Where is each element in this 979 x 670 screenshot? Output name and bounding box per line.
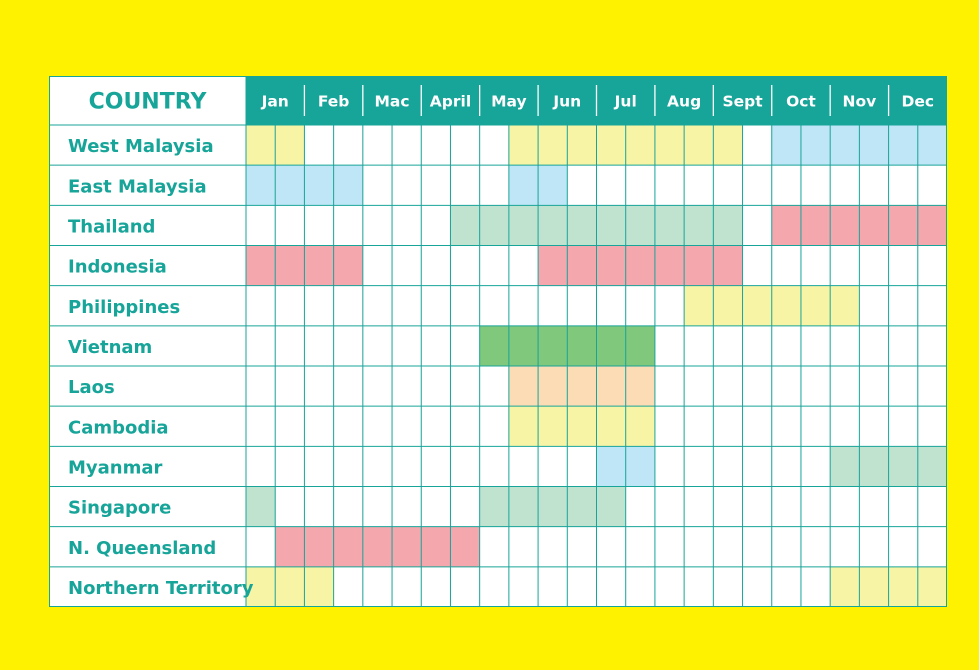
month-label-may: May xyxy=(491,93,527,111)
country-label-n-queensland: N. Queensland xyxy=(68,538,216,559)
chart-border xyxy=(49,76,947,607)
month-label-jan: Jan xyxy=(261,93,289,111)
month-label-oct: Oct xyxy=(786,93,816,111)
period-singapore-0 xyxy=(246,486,276,527)
season-calendar-chart: COUNTRY Jan Feb Mac April May Jun Jul Aug Sept Oct… xyxy=(49,76,947,607)
month-label-april: April xyxy=(430,93,471,111)
month-label-nov: Nov xyxy=(843,93,877,111)
country-label-singapore: Singapore xyxy=(68,498,171,519)
country-label-thailand: Thailand xyxy=(68,216,155,237)
period-n-queensland-0 xyxy=(275,526,480,567)
country-label-east-malaysia: East Malaysia xyxy=(68,176,207,197)
country-label-vietnam: Vietnam xyxy=(68,337,152,358)
country-column-heading: COUNTRY xyxy=(89,90,208,115)
season-calendar-svg: COUNTRY Jan Feb Mac April May Jun Jul Aug Sept Oct… xyxy=(49,76,947,607)
country-label-west-malaysia: West Malaysia xyxy=(68,136,214,157)
month-label-feb: Feb xyxy=(318,93,350,111)
month-label-sept: Sept xyxy=(722,93,763,111)
month-label-jul: Jul xyxy=(614,93,637,111)
month-label-jun: Jun xyxy=(552,93,581,111)
country-label-laos: Laos xyxy=(68,377,115,398)
period-northern-territory-0 xyxy=(246,566,334,607)
country-label-cambodia: Cambodia xyxy=(68,417,169,438)
period-cambodia-0 xyxy=(508,406,655,447)
country-label-indonesia: Indonesia xyxy=(68,257,167,278)
period-indonesia-1 xyxy=(538,245,743,286)
period-laos-0 xyxy=(508,366,655,407)
country-label-northern-territory: Northern Territory xyxy=(68,578,254,599)
month-label-dec: Dec xyxy=(902,93,935,111)
month-label-aug: Aug xyxy=(667,93,701,111)
month-label-mac: Mac xyxy=(375,93,410,111)
country-label-philippines: Philippines xyxy=(68,297,180,318)
period-singapore-1 xyxy=(479,486,626,527)
country-label-myanmar: Myanmar xyxy=(68,457,163,478)
